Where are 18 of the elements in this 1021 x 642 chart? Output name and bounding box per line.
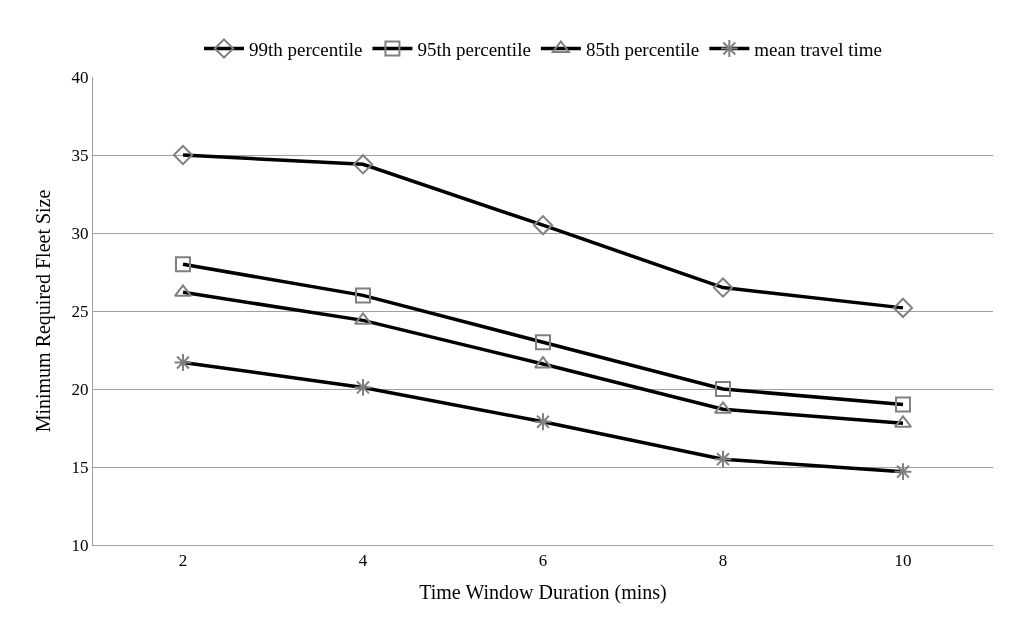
y-tick-label: 25: [71, 301, 89, 321]
y-tick-label: 15: [71, 457, 89, 477]
x-tick-label: 6: [538, 551, 548, 571]
y-tick-label: 10: [71, 535, 89, 555]
legend-label: 99th percentile: [249, 38, 363, 60]
y-tick-label: 30: [71, 223, 89, 243]
x-axis-title: Time Window Duration (mins): [419, 580, 667, 604]
x-tick-label: 4: [358, 551, 368, 571]
y-tick-label: 40: [71, 67, 89, 87]
legend-label: mean travel time: [754, 38, 882, 60]
legend-label: 85th percentile: [585, 38, 700, 60]
x-tick-label: 10: [894, 551, 912, 571]
y-axis-title: Minimum Required Fleet Size: [32, 189, 56, 433]
y-tick-label: 20: [71, 379, 89, 399]
x-tick-label: 2: [178, 551, 188, 571]
legend-label: 95th percentile: [417, 38, 531, 60]
x-tick-label: 8: [718, 551, 728, 571]
y-tick-label: 35: [71, 145, 89, 165]
